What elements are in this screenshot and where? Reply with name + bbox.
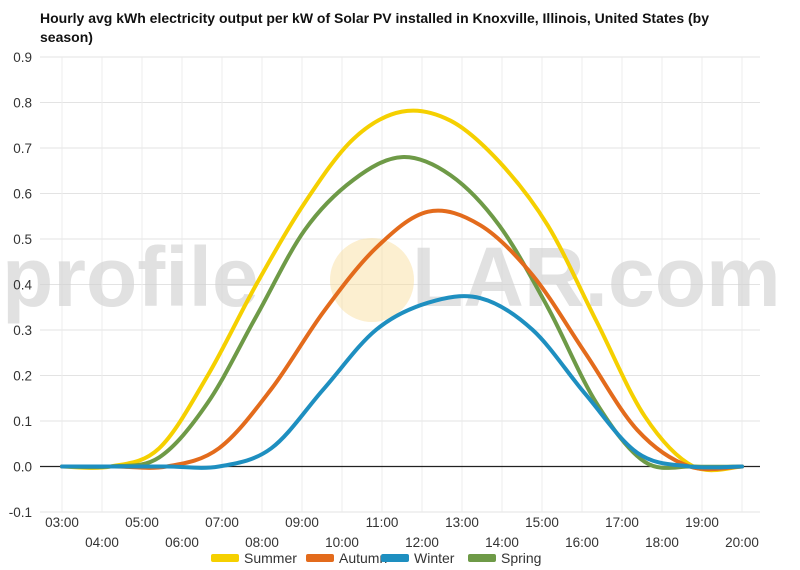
series-lines bbox=[60, 108, 744, 473]
watermark-sun-icon bbox=[330, 238, 414, 322]
series-line-winter bbox=[60, 294, 744, 470]
y-tick-label: 0.2 bbox=[13, 369, 32, 384]
y-tick-label: 0.6 bbox=[13, 187, 32, 202]
legend-label-winter: Winter bbox=[414, 550, 455, 566]
watermark-text-left: profile bbox=[2, 230, 259, 324]
y-tick-label: 0.4 bbox=[13, 278, 32, 293]
legend-swatch-winter bbox=[381, 554, 409, 562]
x-tick-label: 15:00 bbox=[525, 515, 559, 530]
y-tick-label: 0.8 bbox=[13, 96, 32, 111]
x-tick-label: 12:00 bbox=[405, 535, 439, 550]
y-tick-label: 0.0 bbox=[13, 460, 32, 475]
x-tick-label: 10:00 bbox=[325, 535, 359, 550]
y-tick-label: 0.3 bbox=[13, 323, 32, 338]
y-tick-label: 0.9 bbox=[13, 50, 32, 65]
x-tick-label: 06:00 bbox=[165, 535, 199, 550]
axes: -0.1 0.0 0.1 0.2 0.3 0.4 0.5 0.6 0.7 0.8 0.9 03:00 0… bbox=[9, 50, 760, 550]
y-tick-label: -0.1 bbox=[9, 505, 32, 520]
legend-label-autumn: Autumn bbox=[339, 550, 387, 566]
legend-label-spring: Spring bbox=[501, 550, 541, 566]
x-tick-label: 05:00 bbox=[125, 515, 159, 530]
x-tick-label: 04:00 bbox=[85, 535, 119, 550]
legend-swatch-spring bbox=[468, 554, 496, 562]
series-line-summer bbox=[60, 108, 744, 473]
chart-title: Hourly avg kWh electricity output per kW… bbox=[40, 10, 710, 45]
watermark: profile LAR.com bbox=[2, 230, 781, 324]
x-tick-label: 13:00 bbox=[445, 515, 479, 530]
x-tick-label: 19:00 bbox=[685, 515, 719, 530]
legend-swatch-autumn bbox=[306, 554, 334, 562]
y-tick-label: 0.5 bbox=[13, 232, 32, 247]
x-tick-label: 17:00 bbox=[605, 515, 639, 530]
x-tick-label: 08:00 bbox=[245, 535, 279, 550]
x-tick-label: 18:00 bbox=[645, 535, 679, 550]
y-tick-label: 0.1 bbox=[13, 414, 32, 429]
grid-lines bbox=[40, 56, 760, 513]
legend-swatch-summer bbox=[211, 554, 239, 562]
x-tick-label: 16:00 bbox=[565, 535, 599, 550]
x-tick-label: 03:00 bbox=[45, 515, 79, 530]
watermark-text-right: LAR.com bbox=[412, 230, 781, 324]
x-tick-label: 07:00 bbox=[205, 515, 239, 530]
y-tick-label: 0.7 bbox=[13, 141, 32, 156]
legend-label-summer: Summer bbox=[244, 550, 297, 566]
x-tick-label: 14:00 bbox=[485, 535, 519, 550]
legend: Summer Autumn Winter Spring bbox=[211, 550, 541, 566]
x-tick-label: 20:00 bbox=[725, 535, 759, 550]
x-tick-label: 09:00 bbox=[285, 515, 319, 530]
series-line-autumn bbox=[60, 208, 744, 472]
x-tick-label: 11:00 bbox=[366, 515, 399, 530]
